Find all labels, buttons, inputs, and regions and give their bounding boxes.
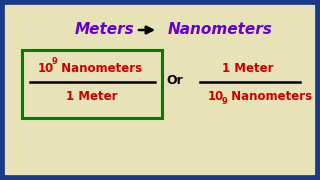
Text: Nanometers: Nanometers — [168, 22, 272, 37]
Text: 9: 9 — [222, 98, 228, 107]
Text: 9: 9 — [52, 57, 58, 66]
Text: Nanometers: Nanometers — [57, 62, 142, 75]
Text: 10: 10 — [208, 89, 224, 102]
Text: 1 Meter: 1 Meter — [66, 89, 118, 102]
Text: 10: 10 — [38, 62, 54, 75]
Text: Nanometers: Nanometers — [227, 89, 312, 102]
Text: Or: Or — [167, 73, 183, 87]
Text: 1 Meter: 1 Meter — [222, 62, 274, 75]
Text: Meters: Meters — [75, 22, 135, 37]
